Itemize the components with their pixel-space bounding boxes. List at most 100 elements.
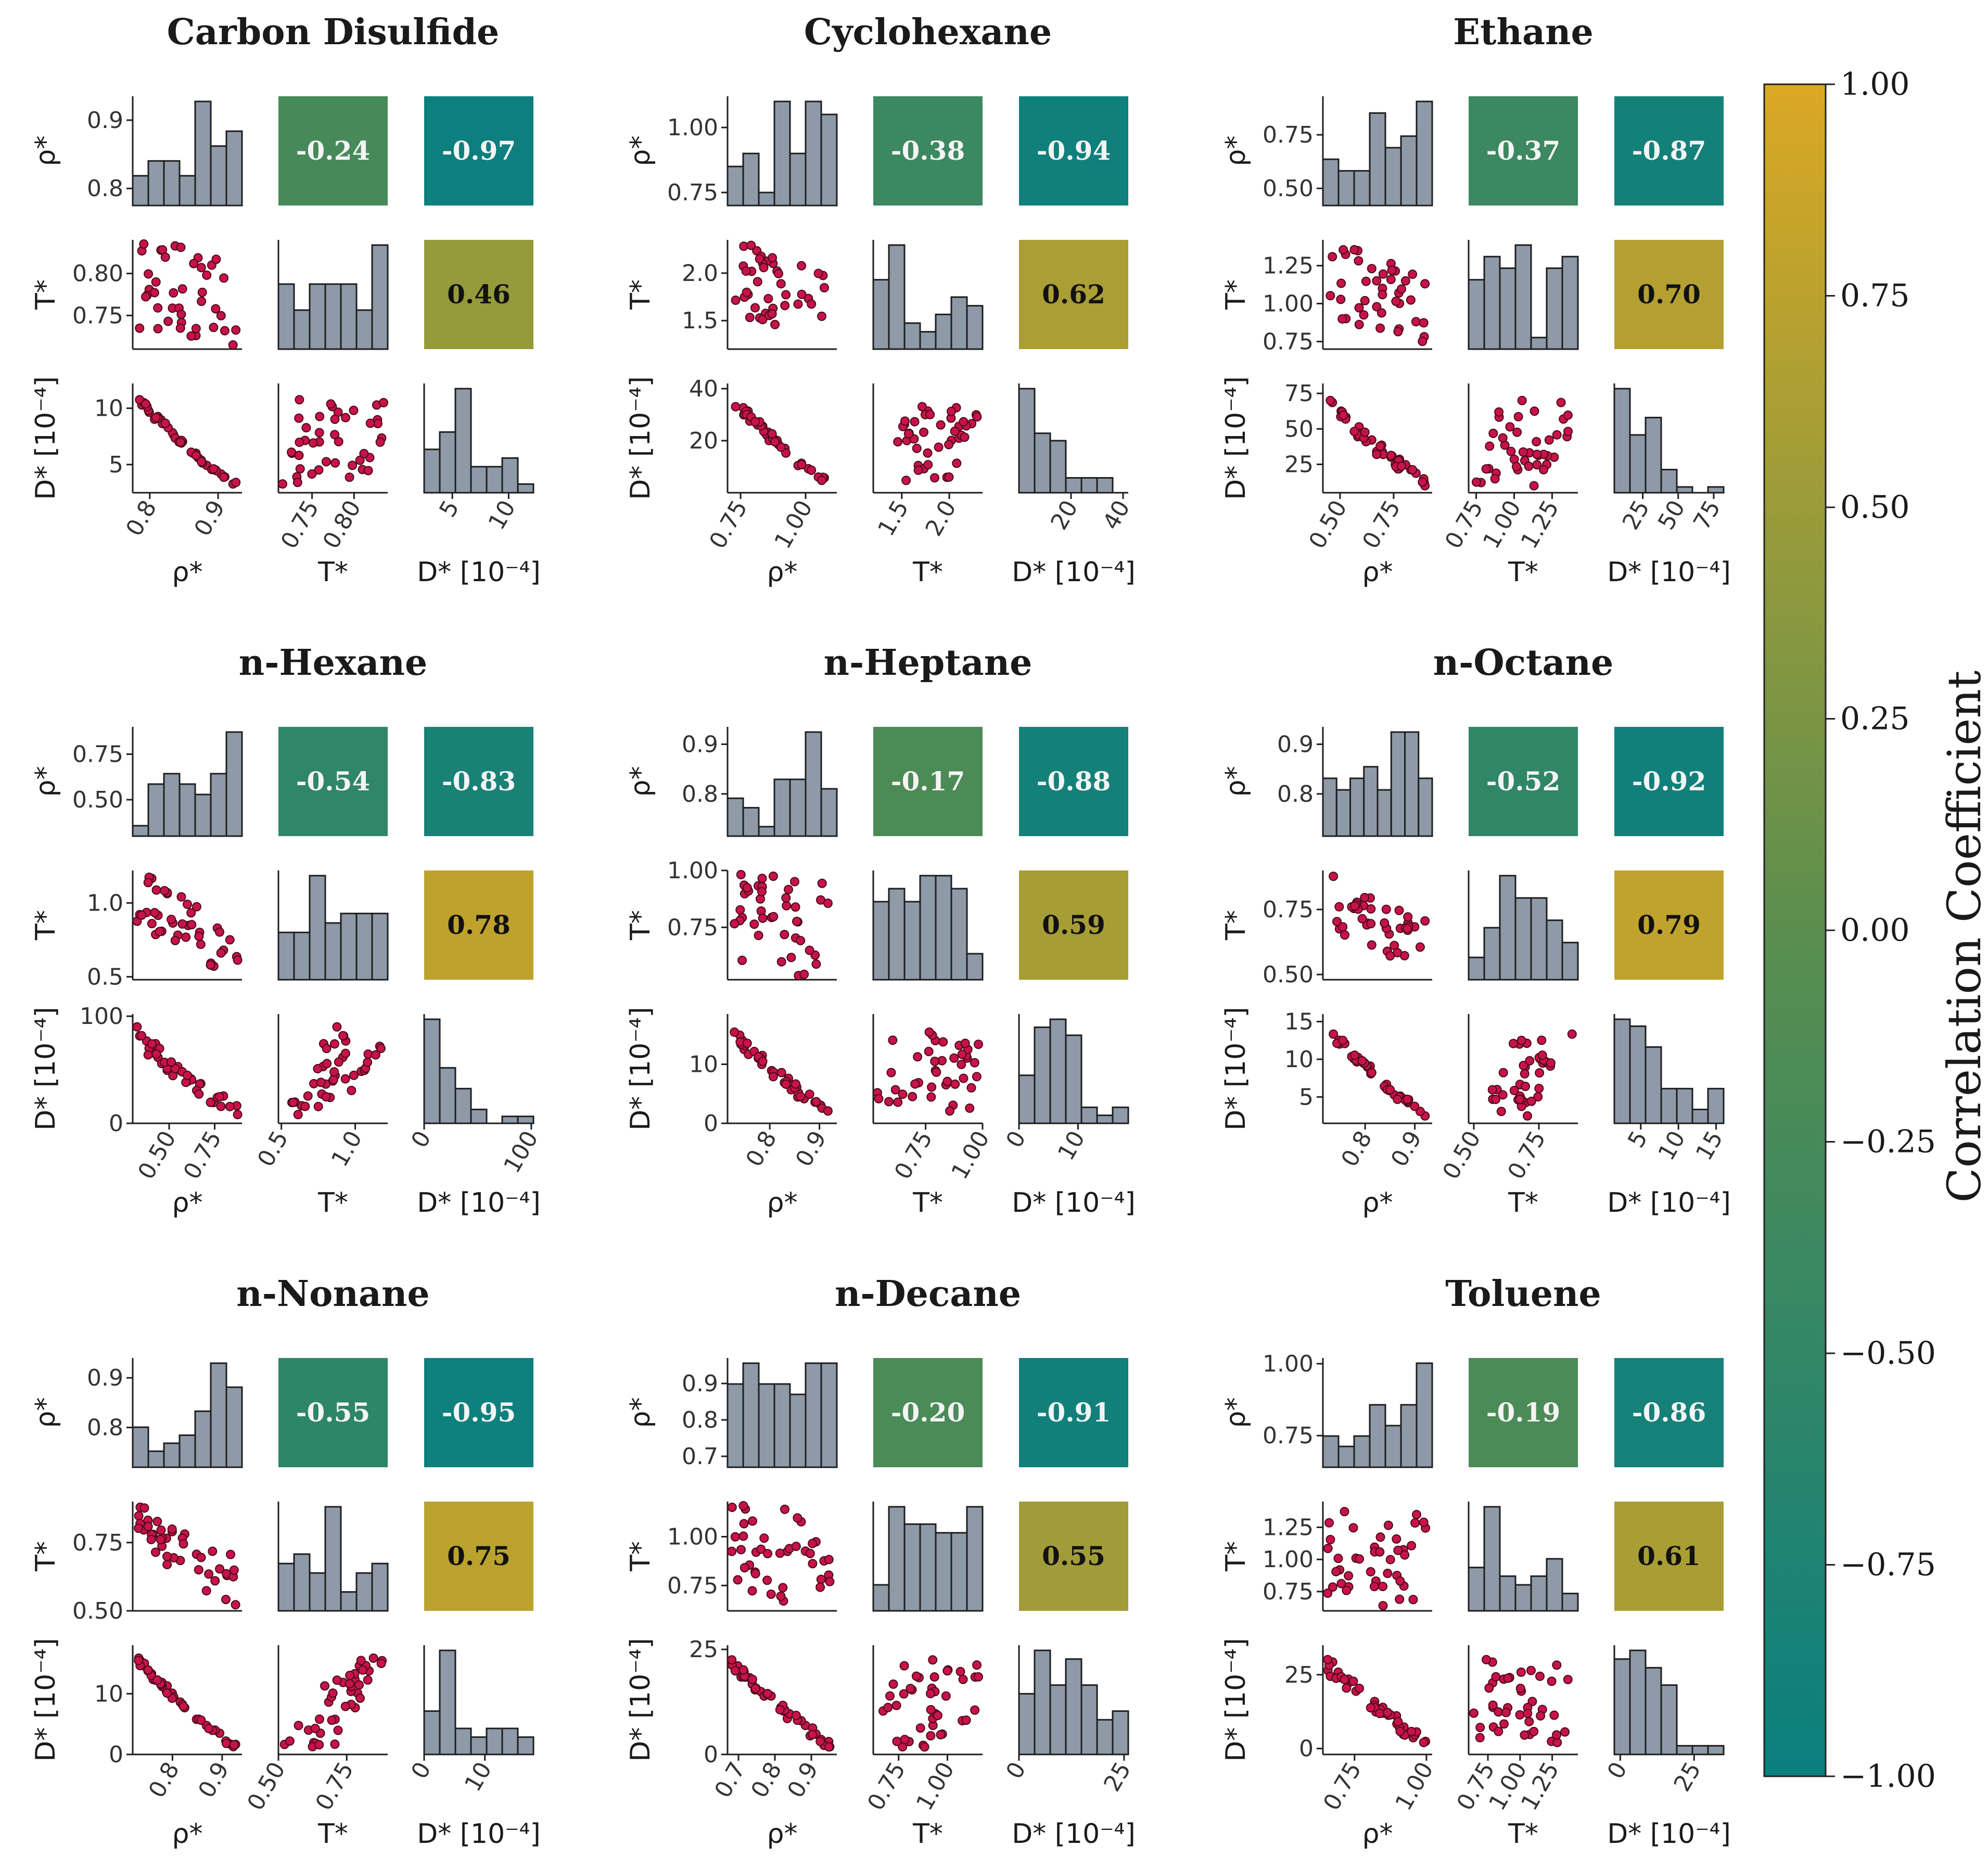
scatter-point — [1563, 1675, 1573, 1684]
scatter-point — [758, 315, 768, 325]
hist-bar — [1468, 956, 1485, 981]
scatter-point — [970, 1705, 980, 1715]
x-tick-label: 10 — [1053, 1126, 1090, 1165]
scatter-point — [754, 930, 763, 940]
scatter-point — [1360, 296, 1370, 305]
x-tick-label: 75 — [1688, 496, 1726, 534]
corr-tile-rho_D — [1019, 727, 1128, 836]
y-tick-label: 5 — [109, 452, 123, 478]
y-tick-label: 0.75 — [1263, 122, 1314, 148]
scatter-point — [1415, 942, 1425, 952]
scatter-point — [215, 1564, 225, 1574]
scatter-point — [322, 1059, 332, 1069]
scatter-point — [1526, 1665, 1536, 1675]
hist-bar — [1546, 1558, 1563, 1612]
corr-value-rho_D: -0.86 — [1632, 1397, 1706, 1428]
scatter-point — [1349, 245, 1359, 254]
scatter-point — [1378, 1601, 1388, 1611]
scatter-point — [1537, 1035, 1547, 1045]
scatter-point — [1386, 451, 1396, 460]
scatter-point — [179, 1701, 188, 1711]
scatter-point — [1369, 1582, 1379, 1592]
hist-bar — [1660, 1684, 1678, 1755]
scatter-point — [134, 1511, 144, 1521]
x-tick-label: 0.75 — [889, 1126, 938, 1184]
scatter-point — [376, 1659, 386, 1668]
scatter-point — [950, 1079, 960, 1089]
scatter-point — [340, 1074, 350, 1084]
scatter-point — [1383, 1520, 1393, 1530]
scatter-point — [741, 266, 751, 276]
scatter-point — [1393, 1545, 1403, 1555]
scatter-point — [169, 288, 179, 298]
hist-bar — [1322, 158, 1340, 207]
scatter-point — [229, 1565, 239, 1575]
scatter-point — [1536, 1711, 1546, 1721]
x-tick-label: 0 — [406, 1126, 436, 1152]
hist-bar — [1546, 267, 1563, 350]
y-tick-label: 1.00 — [667, 1524, 718, 1550]
scatter-point — [295, 464, 305, 474]
scatter-point — [808, 1730, 818, 1739]
x-axis-label-rho: ρ* — [767, 1187, 797, 1219]
hist-bar — [1416, 100, 1433, 207]
hist-bar — [340, 913, 358, 981]
hist-bar — [1645, 1667, 1662, 1755]
hist-bar — [486, 1727, 503, 1755]
scatter-point — [137, 910, 147, 920]
x-tick-label: 0 — [1001, 1126, 1031, 1152]
scatter-point — [890, 1085, 900, 1095]
scatter-point — [225, 1101, 235, 1111]
hist-bar — [277, 1562, 295, 1612]
hist-bar — [1384, 1425, 1402, 1468]
hist-bar — [423, 1710, 441, 1755]
y-tick-label: 0 — [1299, 1736, 1314, 1762]
scatter-point — [781, 1079, 791, 1089]
y-tick-label: 25 — [689, 1636, 718, 1663]
scatter-point — [797, 261, 807, 271]
scatter-point — [792, 916, 801, 926]
y-axis-label-T: T* — [30, 1541, 61, 1572]
scatter-point — [330, 1739, 340, 1749]
scatter-point — [1348, 1676, 1358, 1686]
x-axis-label-rho: ρ* — [767, 557, 797, 588]
scatter-point — [928, 1655, 938, 1665]
scatter-point — [1357, 914, 1367, 924]
scatter-point — [139, 1503, 149, 1513]
corr-value-rho_D: -0.88 — [1037, 766, 1111, 797]
hist-bar — [919, 1523, 937, 1612]
scatter-point — [1329, 872, 1339, 881]
scatter-point — [972, 1660, 982, 1670]
scatter-point — [936, 1730, 946, 1739]
scatter-point — [891, 1700, 901, 1710]
scatter-point — [727, 1655, 737, 1665]
scatter-point — [1563, 411, 1573, 420]
scatter-point — [152, 1675, 162, 1685]
scatter-point — [776, 279, 786, 289]
hist-bar — [1514, 244, 1532, 350]
scatter-point — [742, 883, 752, 893]
scatter-point — [1506, 446, 1516, 456]
hist-bar — [1377, 789, 1392, 837]
scatter-point — [808, 1539, 818, 1548]
scatter-point — [1394, 905, 1404, 915]
y-tick-label: 100 — [80, 1003, 123, 1030]
y-tick-label: 0.75 — [72, 302, 123, 329]
x-axis-label-T: T* — [1508, 557, 1538, 588]
scatter-point — [1410, 1518, 1420, 1528]
y-axis-label-T: T* — [30, 910, 61, 941]
x-axis-label-rho: ρ* — [172, 557, 202, 588]
hist-bar — [1353, 1435, 1371, 1468]
scatter-point — [143, 1521, 153, 1531]
scatter-point — [1552, 1738, 1562, 1747]
corr-tile-rho_D — [1019, 96, 1128, 206]
scatter-point — [746, 240, 756, 250]
hist-bar — [1418, 777, 1433, 837]
hist-bar — [1514, 1584, 1532, 1612]
hist-bar — [758, 1383, 775, 1468]
x-axis-label-rho: ρ* — [767, 1818, 797, 1850]
scatter-point — [151, 1049, 161, 1059]
colorbar-tick-label: 0.50 — [1840, 489, 1910, 526]
